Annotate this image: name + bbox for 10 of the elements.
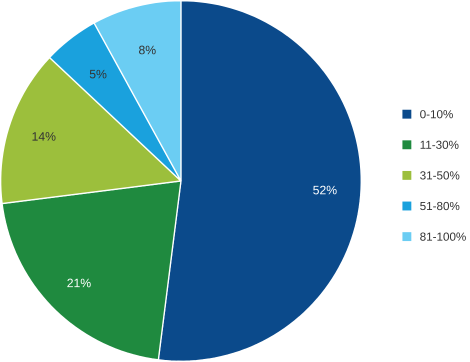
data-label: 21% [67,278,91,288]
data-label: 8% [139,46,156,54]
legend-label: 0-10% [420,110,453,118]
legend-label: 81-100% [420,232,466,241]
legend-label: 51-80% [420,202,460,210]
legend-label: 31-50% [420,171,460,180]
data-label: 5% [90,70,106,78]
data-label: 52% [313,186,337,194]
data-label: 14% [32,132,56,141]
legend-label: 11-30% [420,140,459,149]
